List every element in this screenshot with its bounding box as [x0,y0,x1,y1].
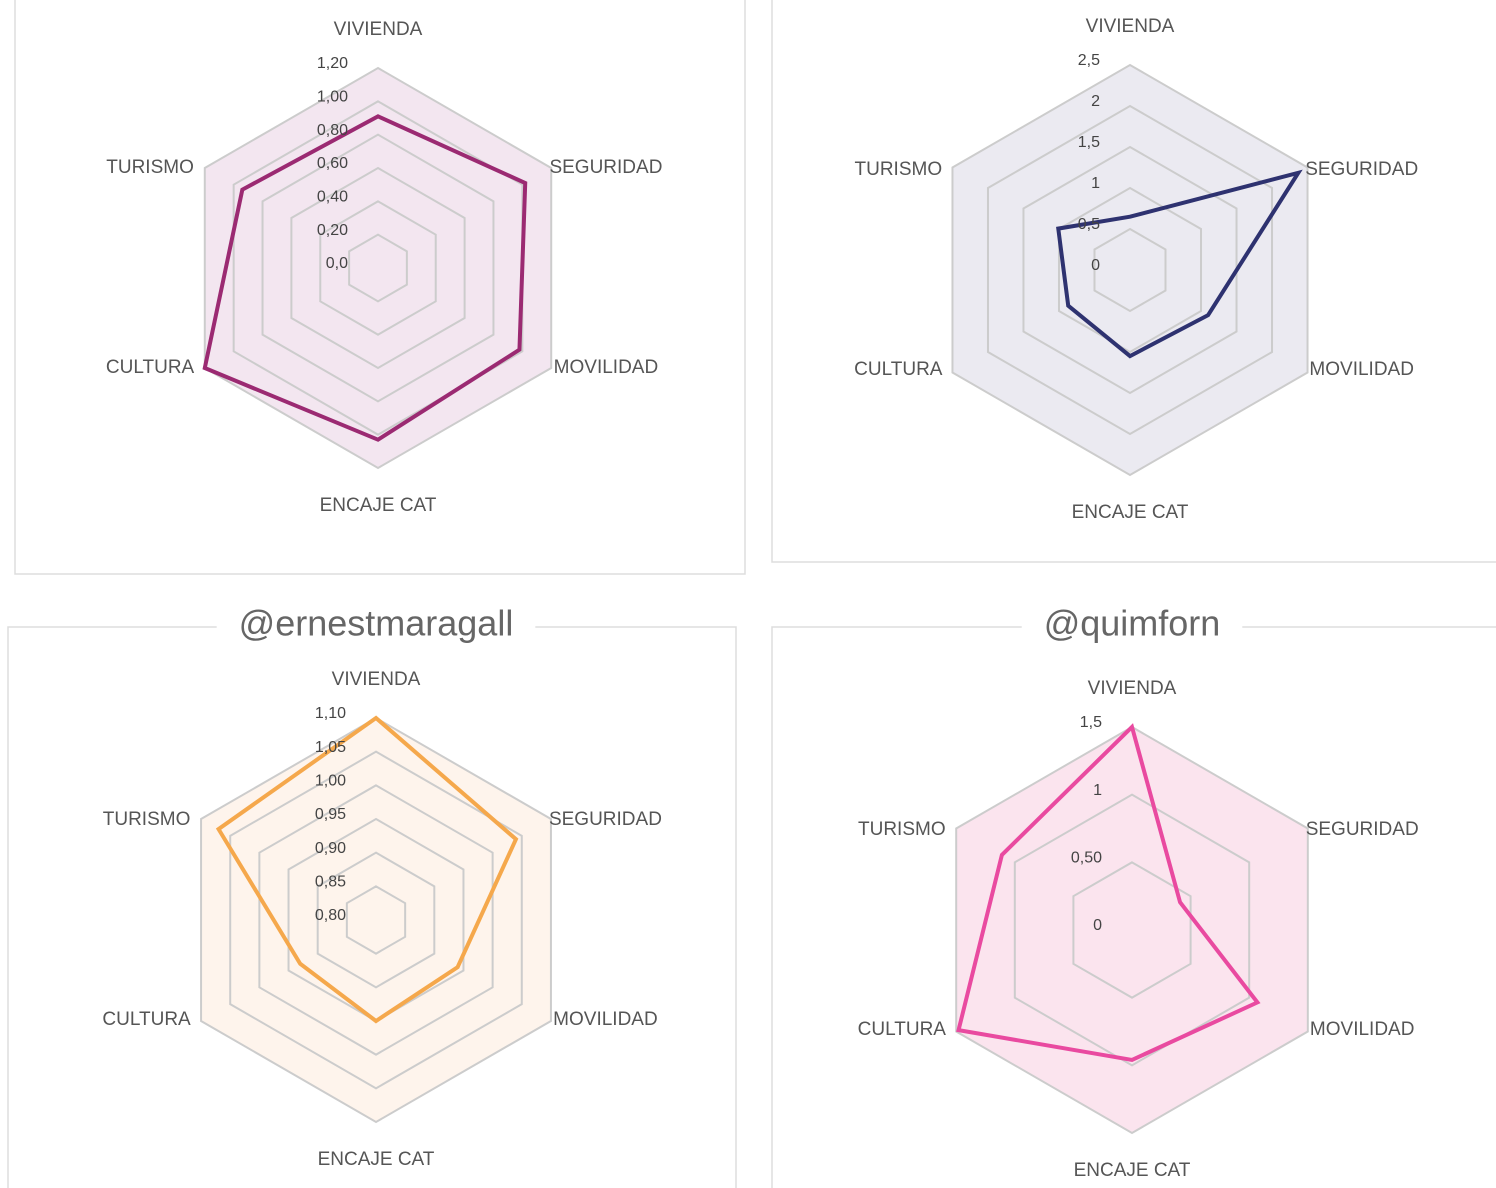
axis-label: ENCAJE CAT [318,1149,435,1170]
grid-ring [1093,227,1167,313]
axis-label: ENCAJE CAT [320,495,437,516]
axis-label: VIVIENDA [1086,16,1175,37]
grid-ring [348,233,408,303]
radar-background [204,68,552,468]
axis-label: TURISMO [106,157,194,178]
r-tick-label: 1,20 [317,55,348,72]
data-line [1056,169,1303,359]
chart-title: @quimforn [1044,603,1221,644]
grid-ring [319,200,437,336]
axis-label: CULTURA [102,1009,191,1030]
data-line [202,114,528,442]
radar-chart: @ernestmaragall 0,80 0,85 0,90 0,95 1,00 1,05 1… [7,603,737,1188]
grid-ring [1013,793,1251,1067]
axis-label: TURISMO [855,159,943,180]
axis-label: MOVILIDAD [1309,359,1414,380]
data-line [215,715,519,1024]
axis-label: SEGURIDAD [1306,819,1419,840]
axis-label: MOVILIDAD [554,357,659,378]
axis-label: VIVIENDA [1088,678,1177,699]
radar-chart: @quimforn 0 0,50 1 1,5 VIVIENDA SEGURIDAD MOVIL… [771,603,1496,1188]
title-bg [216,607,536,647]
grid-ring [232,100,524,436]
axis-label: ENCAJE CAT [1074,1160,1191,1181]
grid-ring [290,166,466,370]
axis-label: CULTURA [106,357,195,378]
axis-label: VIVIENDA [332,669,421,690]
r-tick-label: 0,60 [317,155,348,172]
grid-ring [1072,861,1192,999]
grid-ring [951,63,1309,477]
r-tick-label: 0,80 [317,122,348,139]
axis-label: VIVIENDA [334,19,423,40]
r-tick-label: 1,10 [315,705,346,722]
r-tick-label: 0,20 [317,222,348,239]
r-tick-label: 0,95 [315,806,346,823]
r-tick-label: 1,00 [315,773,346,790]
axis-label: CULTURA [854,359,943,380]
radar-background [956,727,1308,1133]
r-tick-label: 1,05 [315,739,346,756]
axis-label: TURISMO [103,809,191,830]
r-tick-label: 0 [1091,257,1100,274]
grid-ring [316,851,436,989]
axis-label: SEGURIDAD [549,157,662,178]
r-tick-label: 0,40 [317,189,348,206]
r-tick-label: 1 [1091,175,1100,192]
r-tick-label: 1,5 [1080,714,1102,731]
r-tick-label: 0,80 [315,907,346,924]
r-tick-label: 1,5 [1078,134,1100,151]
axis-label: MOVILIDAD [553,1009,658,1030]
r-tick-label: 0,90 [315,840,346,857]
axis-label: SEGURIDAD [549,809,662,830]
grid-ring [203,66,553,470]
radar-background [952,65,1308,475]
data-line [956,723,1261,1062]
grid-ring [345,885,407,955]
grid-ring [200,716,552,1124]
radar-background [201,718,551,1122]
grid-ring [955,725,1309,1135]
r-tick-label: 0,5 [1078,216,1100,233]
axis-label: MOVILIDAD [1310,1019,1415,1040]
chart-frame [14,0,746,575]
grid-ring [229,750,523,1090]
r-tick-label: 0,50 [1071,850,1102,867]
radar-chart: 0,0 0,20 0,40 0,60 0,80 1,00 1,20 VIVIENDA SEGUR… [14,0,746,575]
axis-label: CULTURA [858,1019,947,1040]
title-bg [1021,607,1243,647]
radar-chart: 0 0,5 1 1,5 2 2,5 VIVIENDA SEGURIDAD MOVILIDAD EN… [771,0,1496,563]
r-tick-label: 2,5 [1078,52,1100,69]
axis-label: SEGURIDAD [1305,159,1418,180]
axis-label: TURISMO [858,819,946,840]
grid-ring [1022,145,1238,395]
grid-ring [261,133,495,403]
chart-title: @ernestmaragall [239,603,514,644]
r-tick-label: 1 [1093,782,1102,799]
grid-ring [986,104,1274,436]
r-tick-label: 0,85 [315,874,346,891]
r-tick-label: 1,00 [317,89,348,106]
r-tick-label: 0,0 [326,255,348,272]
chart-frame [771,0,1496,563]
axis-label: ENCAJE CAT [1072,502,1189,523]
grid-ring [258,784,494,1056]
r-tick-label: 2 [1091,93,1100,110]
r-tick-label: 0 [1093,917,1102,934]
